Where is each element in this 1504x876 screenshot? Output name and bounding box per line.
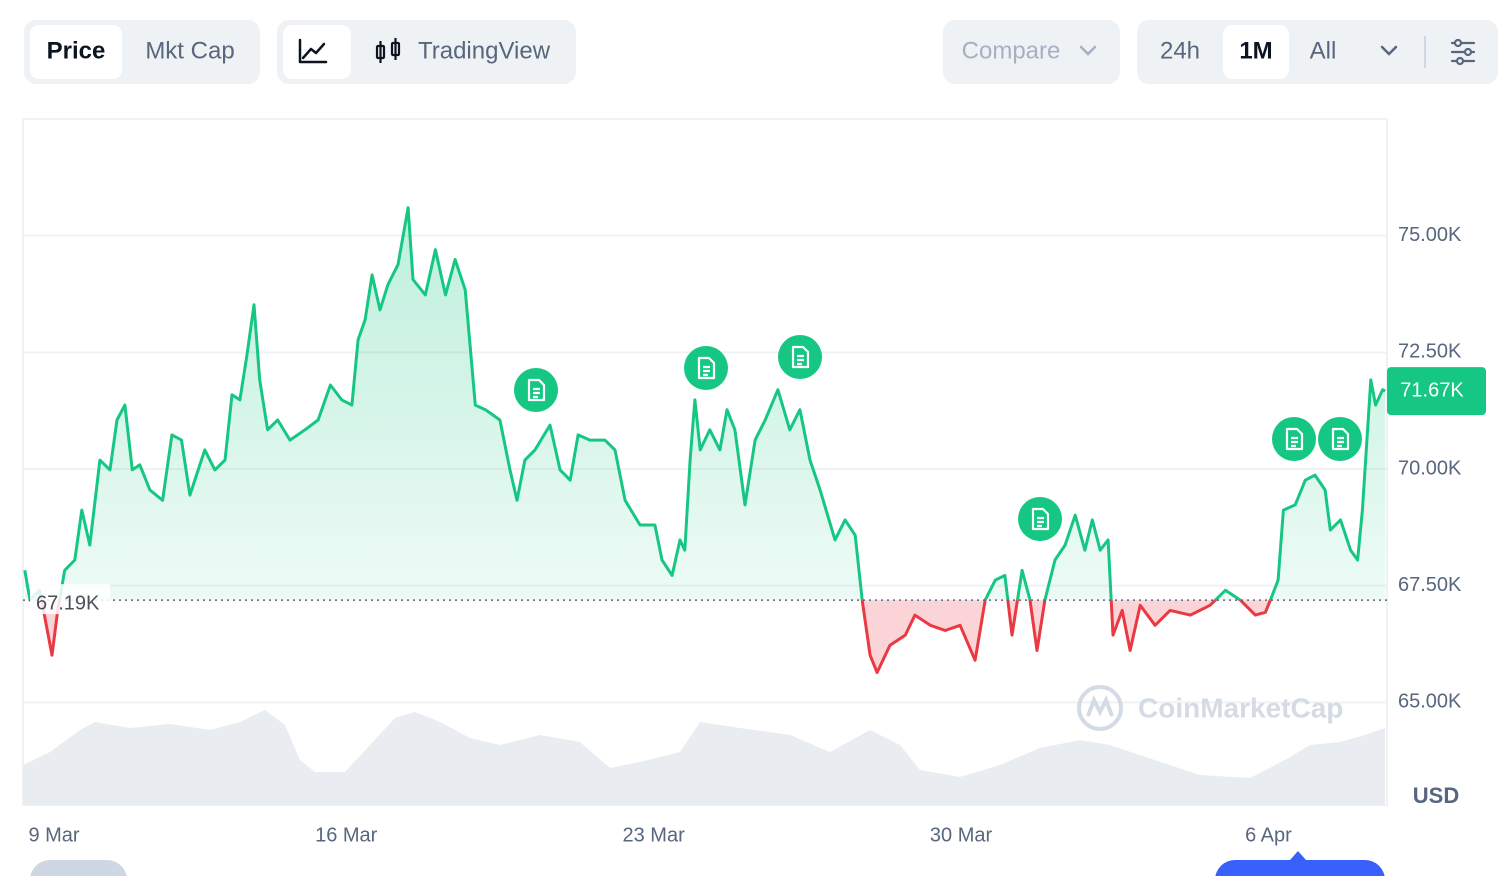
- range-1m[interactable]: 1M: [1239, 37, 1272, 64]
- last-price-label: 71.67K: [1400, 379, 1464, 401]
- settings-icon[interactable]: [1450, 38, 1476, 66]
- baseline-label-bg: [30, 584, 110, 615]
- range-all[interactable]: All: [1310, 37, 1337, 64]
- y-tick-label: 65.00K: [1398, 691, 1462, 713]
- news-icon: [697, 356, 716, 380]
- tab-price[interactable]: Price: [47, 37, 106, 64]
- watermark-logo: [1077, 685, 1123, 731]
- tab-active[interactable]: [30, 25, 122, 79]
- y-tick-label: 72.50K: [1398, 341, 1462, 363]
- bottom-pill[interactable]: [30, 860, 127, 876]
- x-tick-label: 23 Mar: [622, 824, 685, 846]
- y-tick-label: 67.50K: [1398, 574, 1462, 596]
- compare-button[interactable]: [943, 20, 1120, 84]
- news-icon: [1285, 427, 1304, 451]
- x-tick-label: 9 Mar: [28, 824, 79, 846]
- bottom-pill-blue[interactable]: [1215, 860, 1385, 876]
- range-24h[interactable]: 24h: [1160, 37, 1200, 64]
- news-icon: [1031, 507, 1050, 531]
- line-up: [23, 206, 1386, 601]
- pointer: [1290, 851, 1306, 860]
- line-icon: [298, 38, 328, 64]
- x-tick-label: 6 Apr: [1245, 824, 1292, 846]
- range-active[interactable]: [1223, 25, 1289, 79]
- chevron: [1079, 45, 1097, 56]
- last-price-badge: [1387, 367, 1486, 416]
- news-icon: [527, 378, 546, 402]
- line-down: [28, 600, 1272, 674]
- chevron[interactable]: [1380, 45, 1398, 56]
- y-tick-label: 70.00K: [1398, 457, 1462, 479]
- toolbar: Price Mkt Cap TradingView Compare 24h 1M…: [24, 20, 1498, 84]
- news-markers: [514, 335, 1362, 541]
- area-down: [41, 600, 1271, 673]
- tab-mktcap[interactable]: Mkt Cap: [145, 37, 234, 64]
- baseline-label: 67.19K: [36, 592, 100, 614]
- volume-area: [23, 710, 1385, 805]
- view-group: [277, 20, 576, 84]
- news-icon: [791, 345, 810, 369]
- news-icon: [1331, 427, 1350, 451]
- candle-icon: [375, 38, 401, 63]
- x-tick-label: 30 Mar: [930, 824, 993, 846]
- watermark: CoinMarketCap: [1138, 692, 1343, 723]
- tradingview-button[interactable]: TradingView: [418, 37, 551, 64]
- y-axis-unit: USD: [1413, 783, 1459, 808]
- x-tick-label: 16 Mar: [315, 824, 378, 846]
- area-up: [24, 207, 1386, 601]
- y-tick-label: 75.00K: [1398, 224, 1462, 246]
- plot: 65.00K 67.50K 70.00K 72.50K 75.00K 9 Mar 16 Ma…: [23, 206, 1486, 846]
- compare-label: Compare: [962, 37, 1061, 64]
